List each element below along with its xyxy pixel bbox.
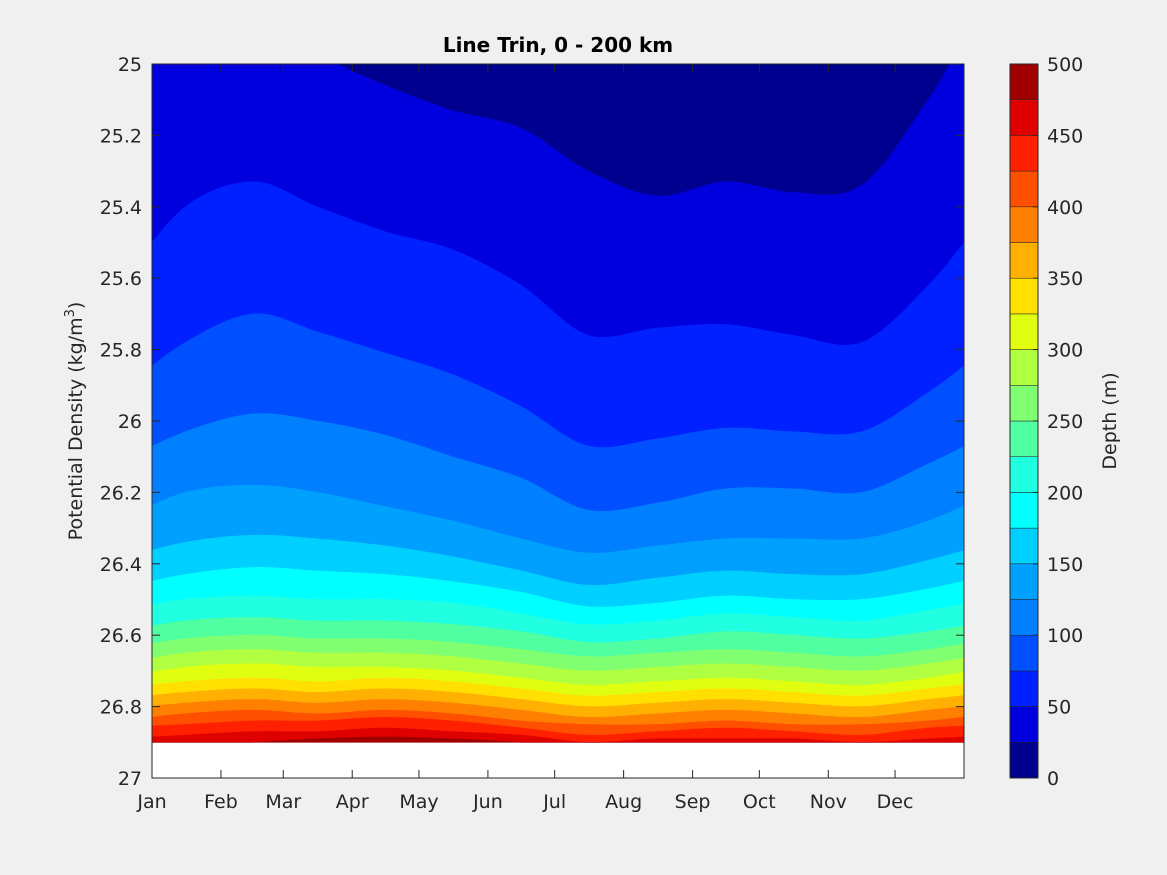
colorbar-block	[1009, 277, 1039, 315]
colorbar-block	[1009, 706, 1039, 743]
x-tick-label: Nov	[810, 791, 847, 813]
colorbar-tick-label: 300	[1047, 340, 1083, 362]
x-tick-label: Jun	[472, 791, 503, 813]
colorbar-block	[1009, 170, 1039, 208]
x-tick-label: Mar	[265, 791, 301, 813]
colorbar-block	[1009, 527, 1039, 565]
chart-title: Line Trin, 0 - 200 km	[443, 33, 673, 57]
y-axis-label-end: )	[65, 302, 87, 309]
colorbar-ticks	[1033, 63, 1038, 779]
colorbar-block	[1009, 742, 1039, 779]
x-tick-label: Sep	[675, 791, 711, 813]
y-tick-label: 25	[118, 54, 142, 76]
y-axis-label: Potential Density (kg/m3)	[63, 302, 87, 541]
y-tick-label: 25.4	[100, 197, 142, 219]
colorbar-tick-label: 200	[1047, 482, 1083, 504]
x-tick-label: Oct	[743, 791, 776, 813]
y-axis-label-sup: 3	[63, 309, 78, 317]
y-tick-label: 26	[118, 411, 142, 433]
y-axis-label-main: Potential Density (kg/m	[65, 317, 87, 540]
plot-area	[151, 63, 965, 779]
y-tick-label: 26.8	[100, 697, 142, 719]
colorbar-tick-label: 150	[1047, 554, 1083, 576]
colorbar-block	[1009, 206, 1039, 243]
y-tick-label: 26.6	[100, 625, 142, 647]
colorbar-tick-label: 400	[1047, 197, 1083, 219]
colorbar-tick-label: 450	[1047, 125, 1083, 147]
axis-ticks	[151, 63, 964, 779]
x-tick-label: Dec	[877, 791, 914, 813]
colorbar-block	[1009, 63, 1039, 100]
colorbar-block	[1009, 599, 1039, 636]
x-tick-label: Jan	[136, 791, 166, 813]
x-tick-label: Aug	[605, 791, 642, 813]
x-tick-label: Feb	[204, 791, 238, 813]
colorbar-tick-label: 500	[1047, 54, 1083, 76]
colorbar-block	[1009, 349, 1039, 386]
x-tick-label: Apr	[336, 791, 369, 813]
colorbar-tick-label: 350	[1047, 268, 1083, 290]
colorbar-tick-label: 100	[1047, 625, 1083, 647]
contour-bands	[151, 63, 965, 743]
colorbar-label: Depth (m)	[1099, 372, 1121, 469]
contour-band-475-500	[152, 736, 964, 743]
colorbar-block	[1009, 563, 1039, 600]
x-tick-label: Jul	[542, 791, 566, 813]
colorbar-tick-label: 50	[1047, 697, 1071, 719]
y-tick-label: 26.4	[100, 554, 142, 576]
x-tick-label: May	[399, 791, 438, 813]
colorbar-tick-label: 0	[1047, 768, 1059, 790]
colorbar-block	[1009, 492, 1039, 529]
colorbar-block	[1009, 242, 1039, 279]
x-tick-labels: Jan Feb Mar Apr May Jun Jul Aug Sep Oct Nov Dec	[136, 791, 913, 813]
colorbar-block	[1009, 313, 1039, 350]
y-tick-label: 25.6	[100, 268, 142, 290]
colorbar-block	[1009, 135, 1039, 172]
colorbar-block	[1009, 99, 1039, 136]
y-tick-label: 27	[118, 768, 142, 790]
colorbar-block	[1009, 456, 1039, 493]
colorbar-block	[1009, 670, 1039, 707]
colorbar-tick-label: 250	[1047, 411, 1083, 433]
colorbar: 0 50 100 150 200 250 300 350 400 450 500 Depth (m)	[1009, 54, 1121, 790]
colorbar-block	[1009, 385, 1039, 422]
y-tick-label: 25.8	[100, 340, 142, 362]
colorbar-block	[1009, 634, 1039, 672]
colorbar-tick-labels: 0 50 100 150 200 250 300 350 400 450 500	[1047, 54, 1083, 790]
y-tick-label: 26.2	[100, 482, 142, 504]
colorbar-block	[1009, 420, 1039, 457]
y-tick-label: 25.2	[100, 125, 142, 147]
y-tick-labels: 25 25.2 25.4 25.6 25.8 26 26.2 26.4 26.6 26.8 27	[100, 54, 142, 790]
